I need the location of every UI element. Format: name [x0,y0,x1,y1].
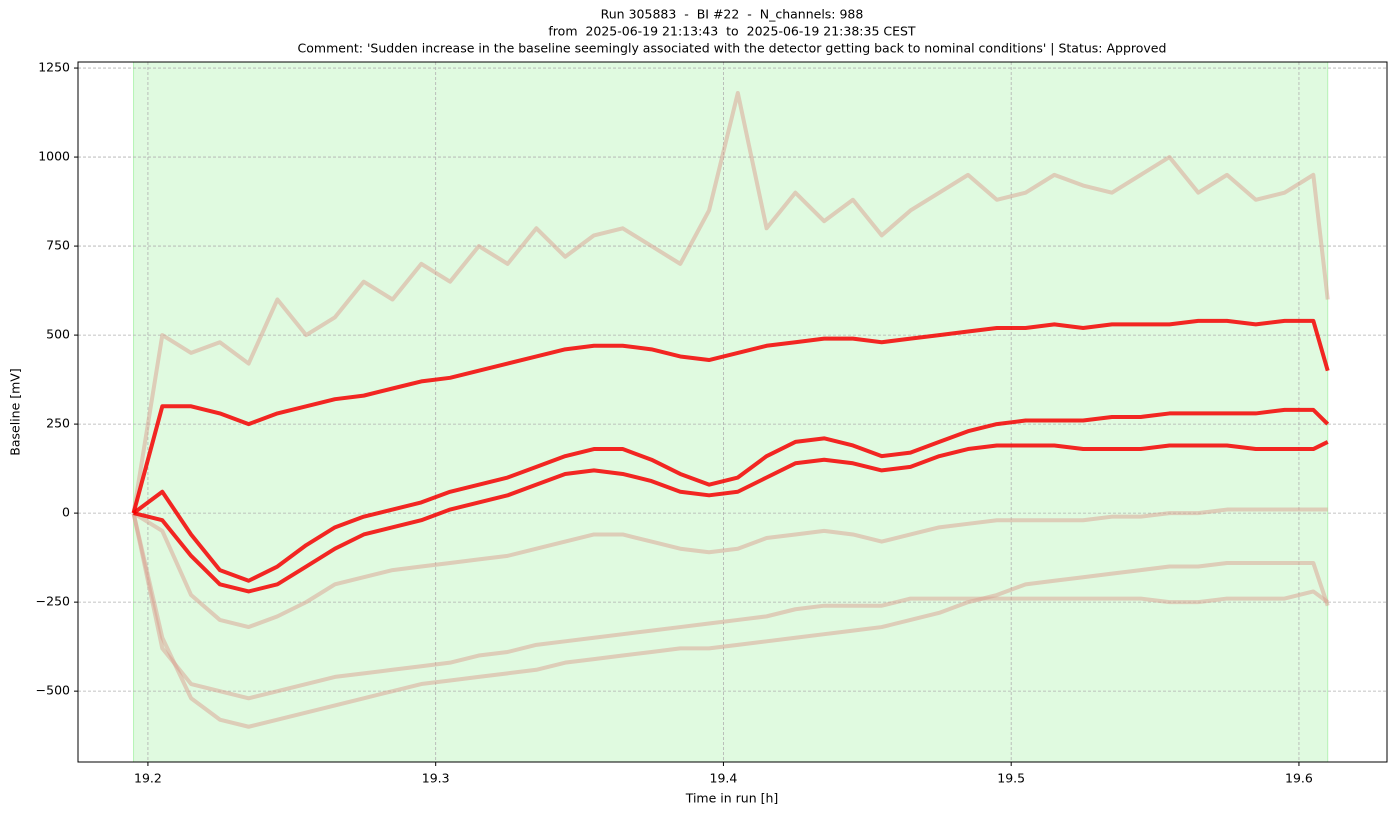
series-line [132,507,1328,630]
x-tick-label: 19.6 [1285,771,1313,786]
y-axis-label: Baseline [mV] [8,368,23,455]
y-tick-label: −250 [36,594,70,609]
y-tick-label: −500 [36,683,70,698]
series-line [131,512,1330,729]
x-axis-label: Time in run [h] [685,791,779,806]
y-tick-label: 500 [46,327,70,342]
y-tick-label: 750 [46,238,70,253]
chart-title: Run 305883 - BI #22 - N_channels: 988 [601,7,864,22]
y-tick-label: 0 [62,505,70,520]
plot-frame [77,61,1388,763]
y-tick-label: 1000 [38,149,70,164]
series-line [132,407,1330,583]
y-tick-label: 1250 [38,60,70,75]
span-region [133,61,1329,763]
x-tick-label: 19.2 [134,771,162,786]
series-line [131,90,1330,514]
x-tick-label: 19.4 [710,771,738,786]
series-line [133,440,1329,594]
y-tick-label: 250 [46,416,70,431]
series-line [131,512,1329,701]
chart-subtitle: from 2025-06-19 21:13:43 to 2025-06-19 2… [548,24,916,39]
series-line [131,318,1330,514]
x-tick-label: 19.3 [422,771,450,786]
chart-subtitle: Comment: 'Sudden increase in the baselin… [298,41,1167,56]
x-tick-label: 19.5 [997,771,1025,786]
